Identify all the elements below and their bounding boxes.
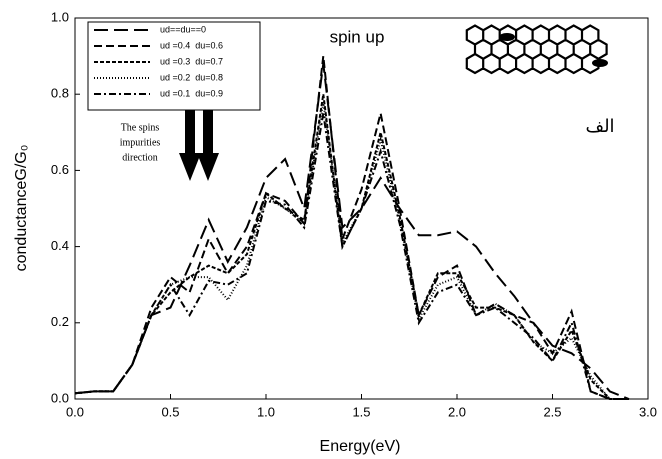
series-line (74, 55, 629, 400)
impurity (592, 59, 608, 67)
annotation: The spins (121, 122, 160, 133)
legend-box (87, 21, 261, 111)
x-tick-label: 1.0 (257, 404, 275, 419)
x-tick-label: 1.5 (352, 404, 370, 419)
graphene-icon (465, 24, 608, 75)
series-line (74, 94, 629, 400)
legend-label: ud =0.1 du=0.9 (160, 88, 223, 98)
x-tick-label: 0.5 (161, 404, 179, 419)
annotation: impurities (120, 137, 161, 148)
x-axis-label: Energy(eV) (320, 438, 401, 455)
arrows (179, 108, 219, 181)
hexagons (465, 24, 608, 75)
annotation: direction (122, 152, 158, 163)
legend-label: ud==du==0 (160, 24, 206, 34)
y-tick-label: 0.2 (51, 314, 69, 329)
y-tick-label: 0.6 (51, 162, 69, 177)
x-tick-label: 2.0 (448, 404, 466, 419)
arrow-note: The spins impurities direction (120, 122, 161, 163)
annotation: الف (585, 116, 614, 137)
legend-label: ud =0.3 du=0.7 (160, 56, 223, 66)
y-axis-label: conductanceG/G₀ (13, 145, 30, 272)
x-tick-label: 2.5 (543, 404, 561, 419)
y-tick-label: 1.0 (51, 9, 69, 24)
x-tick-label: 3.0 (639, 404, 657, 419)
y-tick-label: 0.0 (51, 390, 69, 405)
y-tick-label: 0.4 (51, 238, 69, 253)
y-tick-label: 0.8 (51, 86, 69, 101)
legend-label: ud =0.4 du=0.6 (160, 40, 223, 50)
series-line (74, 63, 630, 400)
legend-label: ud =0.2 du=0.8 (160, 72, 223, 82)
x-tick-label: 0.0 (66, 404, 84, 419)
annotation: spin up (330, 27, 385, 46)
impurity (499, 33, 515, 41)
series-line (74, 113, 629, 400)
